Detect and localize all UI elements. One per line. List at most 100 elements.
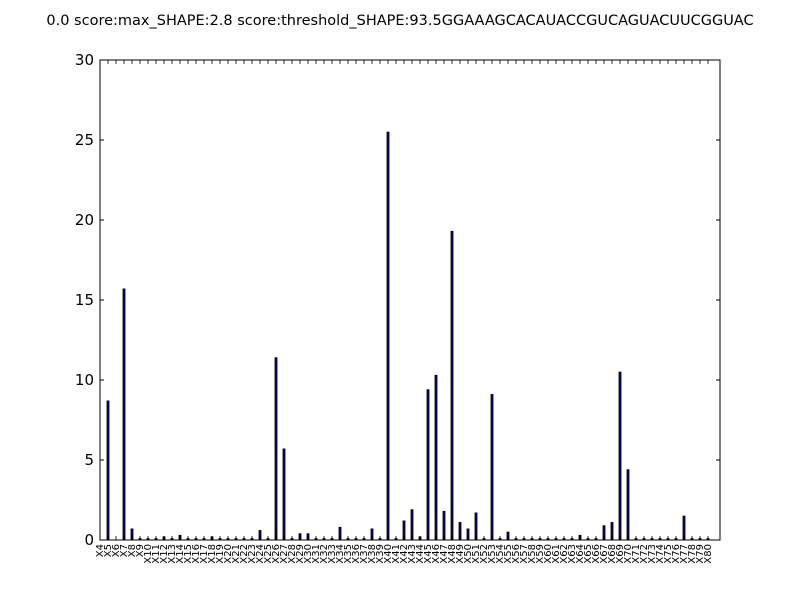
x-tick-label-x26: X26: [271, 544, 282, 564]
x-tick-label-x46: X46: [431, 544, 442, 564]
x-tick-label-x34: X34: [335, 544, 346, 564]
x-tick-label-x72: X72: [639, 544, 650, 564]
x-tick-label-x22: X22: [239, 544, 250, 564]
bar-x43: [410, 509, 414, 541]
x-tick-label-x13: X13: [167, 544, 178, 564]
x-tick-label-x15: X15: [183, 544, 194, 564]
bar-x27: [282, 448, 286, 541]
x-tick-label-x36: X36: [351, 544, 362, 564]
x-tick-label-x12: X12: [159, 544, 170, 564]
x-tick-label-x63: X63: [567, 544, 578, 564]
bar-x47: [442, 510, 446, 541]
x-tick-label-x65: X65: [583, 544, 594, 564]
x-tick-label-x4: X4: [95, 544, 106, 557]
chart-title: 0.0 score:max_SHAPE:2.8 score:threshold_…: [46, 13, 753, 29]
x-tick-label-x41: X41: [391, 544, 402, 564]
x-tick-label-x29: X29: [295, 544, 306, 564]
x-tick-label-x10: X10: [143, 544, 154, 564]
bar-x69: [618, 371, 622, 541]
y-tick-label-15: 15: [75, 291, 94, 309]
x-tick-label-x27: X27: [279, 544, 290, 564]
x-tick-label-x57: X57: [519, 544, 530, 564]
x-tick-label-x14: X14: [175, 544, 186, 564]
bar-x7: [122, 288, 126, 541]
x-tick-label-x18: X18: [207, 544, 218, 564]
y-tick-label-0: 0: [84, 531, 94, 549]
x-tick-label-x79: X79: [695, 544, 706, 564]
x-tick-label-x47: X47: [439, 544, 450, 564]
x-tick-label-x5: X5: [103, 544, 114, 557]
x-tick-label-x68: X68: [607, 544, 618, 564]
bar-x51: [474, 512, 478, 541]
x-tick-label-x40: X40: [383, 544, 394, 564]
x-tick-label-x31: X31: [311, 544, 322, 564]
x-tick-label-x9: X9: [135, 544, 146, 557]
x-tick-label-x71: X71: [631, 544, 642, 564]
x-tick-label-x38: X38: [367, 544, 378, 564]
x-tick-label-x21: X21: [231, 544, 242, 564]
x-tick-label-x37: X37: [359, 544, 370, 564]
x-tick-label-x50: X50: [463, 544, 474, 564]
x-tick-label-x19: X19: [215, 544, 226, 564]
bar-x53: [490, 394, 494, 541]
plot-background: [100, 60, 720, 540]
y-tick-label-10: 10: [75, 371, 94, 389]
bar-x5: [106, 400, 110, 541]
x-tick-label-x39: X39: [375, 544, 386, 564]
x-tick-label-x30: X30: [303, 544, 314, 564]
x-tick-label-x28: X28: [287, 544, 298, 564]
x-tick-label-x23: X23: [247, 544, 258, 564]
x-tick-label-x64: X64: [575, 544, 586, 564]
y-tick-label-30: 30: [75, 51, 94, 69]
x-tick-label-x51: X51: [471, 544, 482, 564]
x-tick-label-x75: X75: [663, 544, 674, 564]
x-tick-label-x20: X20: [223, 544, 234, 564]
bar-x48: [450, 230, 454, 541]
bar-x26: [274, 357, 278, 541]
x-tick-label-x55: X55: [503, 544, 514, 564]
x-tick-label-x8: X8: [127, 544, 138, 557]
x-tick-label-x48: X48: [447, 544, 458, 564]
y-tick-label-25: 25: [75, 131, 94, 149]
bar-x45: [426, 389, 430, 541]
x-tick-label-x24: X24: [255, 544, 266, 564]
x-tick-label-x16: X16: [191, 544, 202, 564]
x-tick-label-x45: X45: [423, 544, 434, 564]
x-tick-label-x66: X66: [591, 544, 602, 564]
x-tick-label-x33: X33: [327, 544, 338, 564]
x-tick-label-x58: X58: [527, 544, 538, 564]
x-tick-label-x43: X43: [407, 544, 418, 564]
x-tick-label-x80: X80: [703, 544, 714, 564]
x-tick-label-x62: X62: [559, 544, 570, 564]
x-tick-label-x17: X17: [199, 544, 210, 564]
x-tick-label-x54: X54: [495, 544, 506, 564]
bar-x46: [434, 374, 438, 541]
x-tick-label-x78: X78: [687, 544, 698, 564]
x-tick-label-x7: X7: [119, 544, 130, 557]
x-tick-label-x70: X70: [623, 544, 634, 564]
x-tick-label-x6: X6: [111, 544, 122, 557]
x-tick-label-x32: X32: [319, 544, 330, 564]
x-tick-label-x52: X52: [479, 544, 490, 564]
x-tick-label-x49: X49: [455, 544, 466, 564]
x-tick-label-x25: X25: [263, 544, 274, 564]
x-tick-label-x69: X69: [615, 544, 626, 564]
x-tick-label-x74: X74: [655, 544, 666, 564]
x-tick-label-x73: X73: [647, 544, 658, 564]
x-tick-label-x76: X76: [671, 544, 682, 564]
x-tick-label-x60: X60: [543, 544, 554, 564]
bar-x40: [386, 131, 390, 541]
x-axis: X4X5X6X7X8X9X10X11X12X13X14X15X16X17X18X…: [95, 60, 714, 564]
y-tick-label-20: 20: [75, 211, 94, 229]
x-tick-label-x35: X35: [343, 544, 354, 564]
x-tick-label-x59: X59: [535, 544, 546, 564]
x-tick-label-x44: X44: [415, 544, 426, 564]
x-tick-label-x67: X67: [599, 544, 610, 564]
x-tick-label-x56: X56: [511, 544, 522, 564]
x-tick-label-x53: X53: [487, 544, 498, 564]
plot-frame: [99, 59, 721, 541]
x-tick-label-x61: X61: [551, 544, 562, 564]
bars-group: [106, 131, 710, 541]
x-tick-label-x77: X77: [679, 544, 690, 564]
